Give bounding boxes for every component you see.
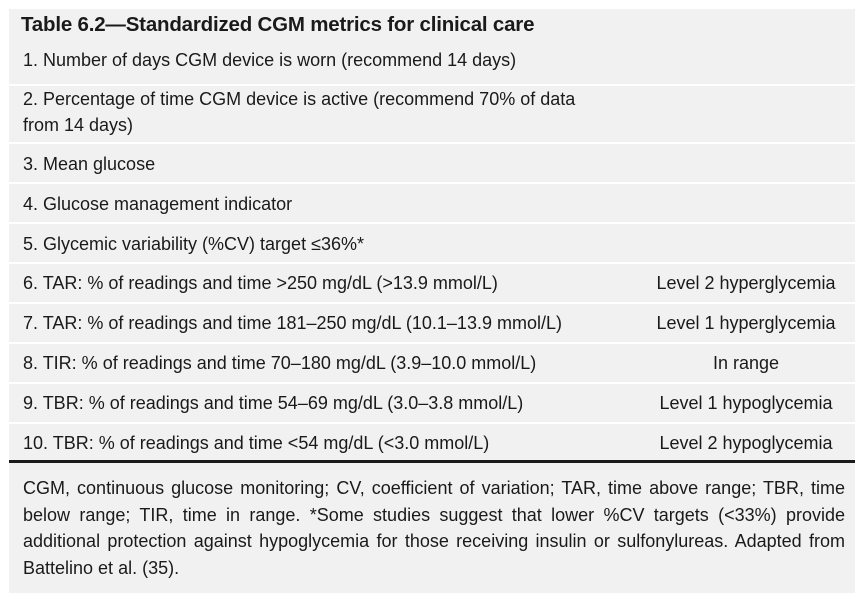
row-divider — [9, 142, 855, 144]
metric-text: 9. TBR: % of readings and time 54–69 mg/… — [23, 393, 524, 413]
metric-text: 3. Mean glucose — [23, 154, 156, 174]
metric-text: 7. TAR: % of readings and time 181–250 m… — [23, 313, 562, 333]
row-divider — [9, 182, 855, 184]
row-divider — [9, 342, 855, 344]
metric-text: 1. Number of days CGM device is worn (re… — [23, 50, 517, 70]
row-divider — [9, 422, 855, 424]
glycemia-level: Level 2 hypoglycemia — [659, 433, 833, 453]
metric-text: 8. TIR: % of readings and time 70–180 mg… — [23, 353, 537, 373]
row-divider — [9, 302, 855, 304]
glycemia-level: In range — [712, 353, 780, 373]
cgm-metrics-table: Table 6.2—Standardized CGM metrics for c… — [9, 9, 855, 593]
table-footnote: CGM, continuous glucose monitoring; CV, … — [23, 478, 845, 578]
row-divider — [9, 222, 855, 224]
metric-text: 10. TBR: % of readings and time <54 mg/d… — [23, 433, 490, 453]
row-divider — [9, 262, 855, 264]
metric-text: 4. Glucose management indicator — [23, 194, 293, 214]
metric-text: 6. TAR: % of readings and time >250 mg/d… — [23, 273, 498, 293]
row-divider — [9, 84, 855, 86]
row-divider — [9, 382, 855, 384]
glycemia-level: Level 1 hyperglycemia — [656, 313, 836, 333]
metric-text: 2. Percentage of time CGM device is acti… — [23, 89, 576, 135]
table-bottom-rule — [9, 460, 855, 463]
glycemia-level: Level 1 hypoglycemia — [659, 393, 833, 413]
metric-text: 5. Glycemic variability (%CV) target ≤36… — [23, 234, 364, 254]
glycemia-level: Level 2 hyperglycemia — [656, 273, 836, 293]
table-title: Table 6.2—Standardized CGM metrics for c… — [21, 13, 535, 36]
